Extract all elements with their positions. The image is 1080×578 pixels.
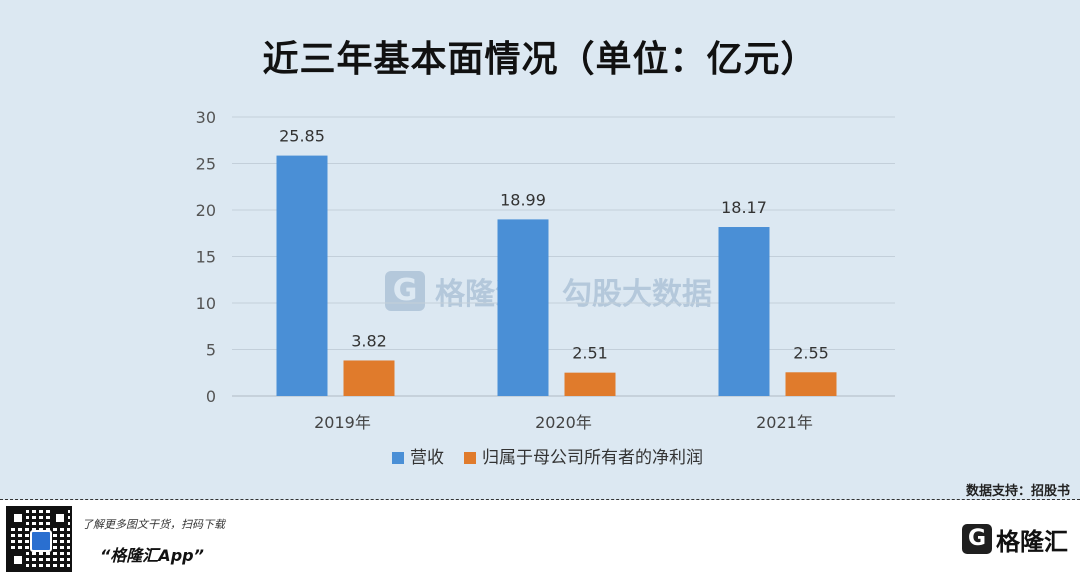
qr-finder xyxy=(10,510,26,526)
y-tick-label: 25 xyxy=(196,155,216,174)
y-tick-label: 20 xyxy=(196,201,216,220)
footer: 了解更多图文干货，扫码下载 “格隆汇App” G 格隆汇 xyxy=(0,500,1080,578)
legend-label: 归属于母公司所有者的净利润 xyxy=(482,448,703,468)
data-label: 2.51 xyxy=(572,344,608,363)
legend-label: 营收 xyxy=(410,448,444,468)
legend-swatch xyxy=(392,452,404,464)
x-tick-label: 2019年 xyxy=(314,413,371,432)
watermark-logo-icon: G xyxy=(385,271,425,311)
x-tick-label: 2020年 xyxy=(535,413,592,432)
y-tick-label: 10 xyxy=(196,294,216,313)
app-name: “格隆汇App” xyxy=(100,546,204,565)
chart-title: 近三年基本面情况（单位：亿元） xyxy=(262,39,818,80)
qr-code-icon[interactable] xyxy=(6,506,72,572)
data-source: 数据支持：招股书 xyxy=(965,484,1070,499)
bar-revenue xyxy=(718,227,770,396)
y-tick-label: 30 xyxy=(196,108,216,127)
qr-finder xyxy=(10,552,26,568)
legend-swatch xyxy=(464,452,476,464)
promo-text: 了解更多图文干货，扫码下载 xyxy=(82,518,225,531)
brand-mark-icon: G xyxy=(962,524,992,554)
brand-name: 格隆汇 xyxy=(996,527,1068,556)
data-label: 18.99 xyxy=(500,190,546,209)
data-label: 2.55 xyxy=(793,343,829,362)
footer-divider xyxy=(0,499,1080,500)
brand-logo: G 格隆汇 xyxy=(962,522,1068,556)
bar-revenue xyxy=(497,219,549,396)
y-tick-label: 0 xyxy=(206,387,216,406)
bar-revenue xyxy=(276,155,328,396)
x-tick-label: 2021年 xyxy=(756,413,813,432)
qr-finder xyxy=(52,510,68,526)
data-label: 18.17 xyxy=(721,198,767,217)
bar-net-profit xyxy=(343,360,395,396)
bar-chart: 0 5 10 15 20 25 30 25.85 3.82 2019年 18.99 2.51 2020年… xyxy=(196,108,895,468)
y-tick-label: 5 xyxy=(206,341,216,360)
y-tick-label: 15 xyxy=(196,248,216,267)
data-label: 25.85 xyxy=(279,127,325,146)
data-label: 3.82 xyxy=(351,331,387,350)
watermark-subtitle: 勾股大数据 xyxy=(562,277,712,312)
bar-net-profit xyxy=(564,372,616,396)
bar-net-profit xyxy=(785,372,837,396)
qr-logo-icon xyxy=(30,530,52,552)
